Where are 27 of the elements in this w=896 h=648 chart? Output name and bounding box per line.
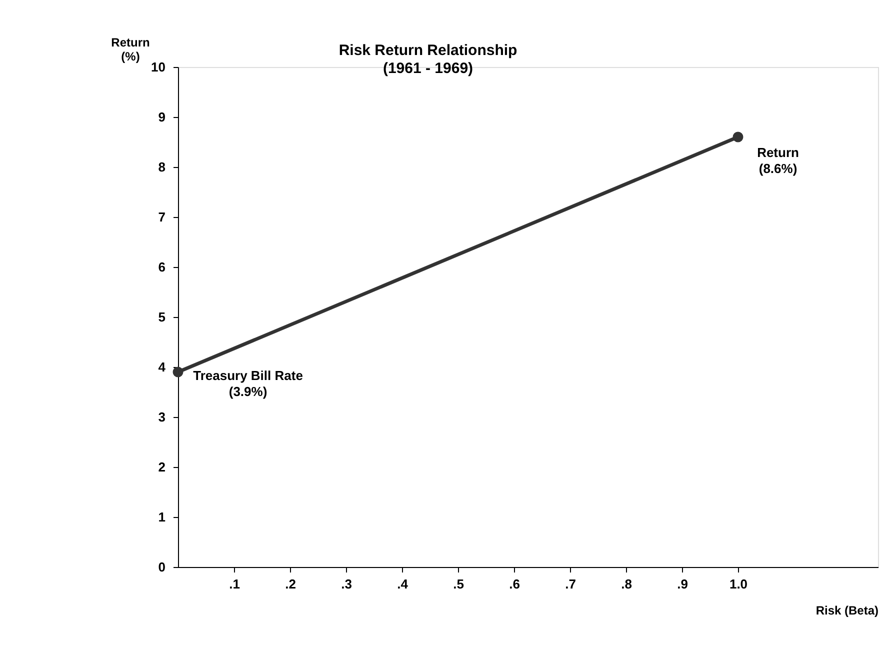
y-tick-label: 7: [158, 210, 166, 224]
y-tick-label: 0: [158, 560, 166, 574]
annotation: Treasury Bill Rate (3.9%): [193, 368, 303, 399]
x-tick-label: .1: [229, 576, 240, 592]
chart-subtitle: (1961 - 1969): [382, 60, 474, 77]
y-tick-label: 1: [158, 510, 166, 524]
y-axis-title: Return (%): [111, 36, 150, 64]
x-tick-label: 1.0: [729, 576, 748, 592]
x-tick-label: .7: [565, 576, 576, 592]
chart-title: Risk Return Relationship: [338, 42, 518, 59]
x-tick-label: .4: [397, 576, 409, 592]
x-tick-label: .2: [285, 576, 296, 592]
y-tick-label: 5: [158, 310, 166, 324]
y-tick-label: 6: [158, 260, 166, 274]
y-tick-label: 10: [151, 60, 166, 74]
x-tick-label: .6: [509, 576, 520, 592]
x-tick-label: .9: [677, 576, 688, 592]
x-tick-label: .3: [341, 576, 352, 592]
x-tick-label: .5: [453, 576, 464, 592]
annotation: Return (8.6%): [757, 145, 799, 176]
y-tick-label: 4: [158, 360, 166, 374]
y-tick-label: 8: [158, 160, 166, 174]
y-tick-label: 2: [158, 460, 166, 474]
y-tick-label: 9: [158, 110, 166, 124]
y-tick-label: 3: [158, 410, 166, 424]
x-axis-title: Risk (Beta): [816, 604, 878, 618]
x-tick-label: .8: [621, 576, 632, 592]
